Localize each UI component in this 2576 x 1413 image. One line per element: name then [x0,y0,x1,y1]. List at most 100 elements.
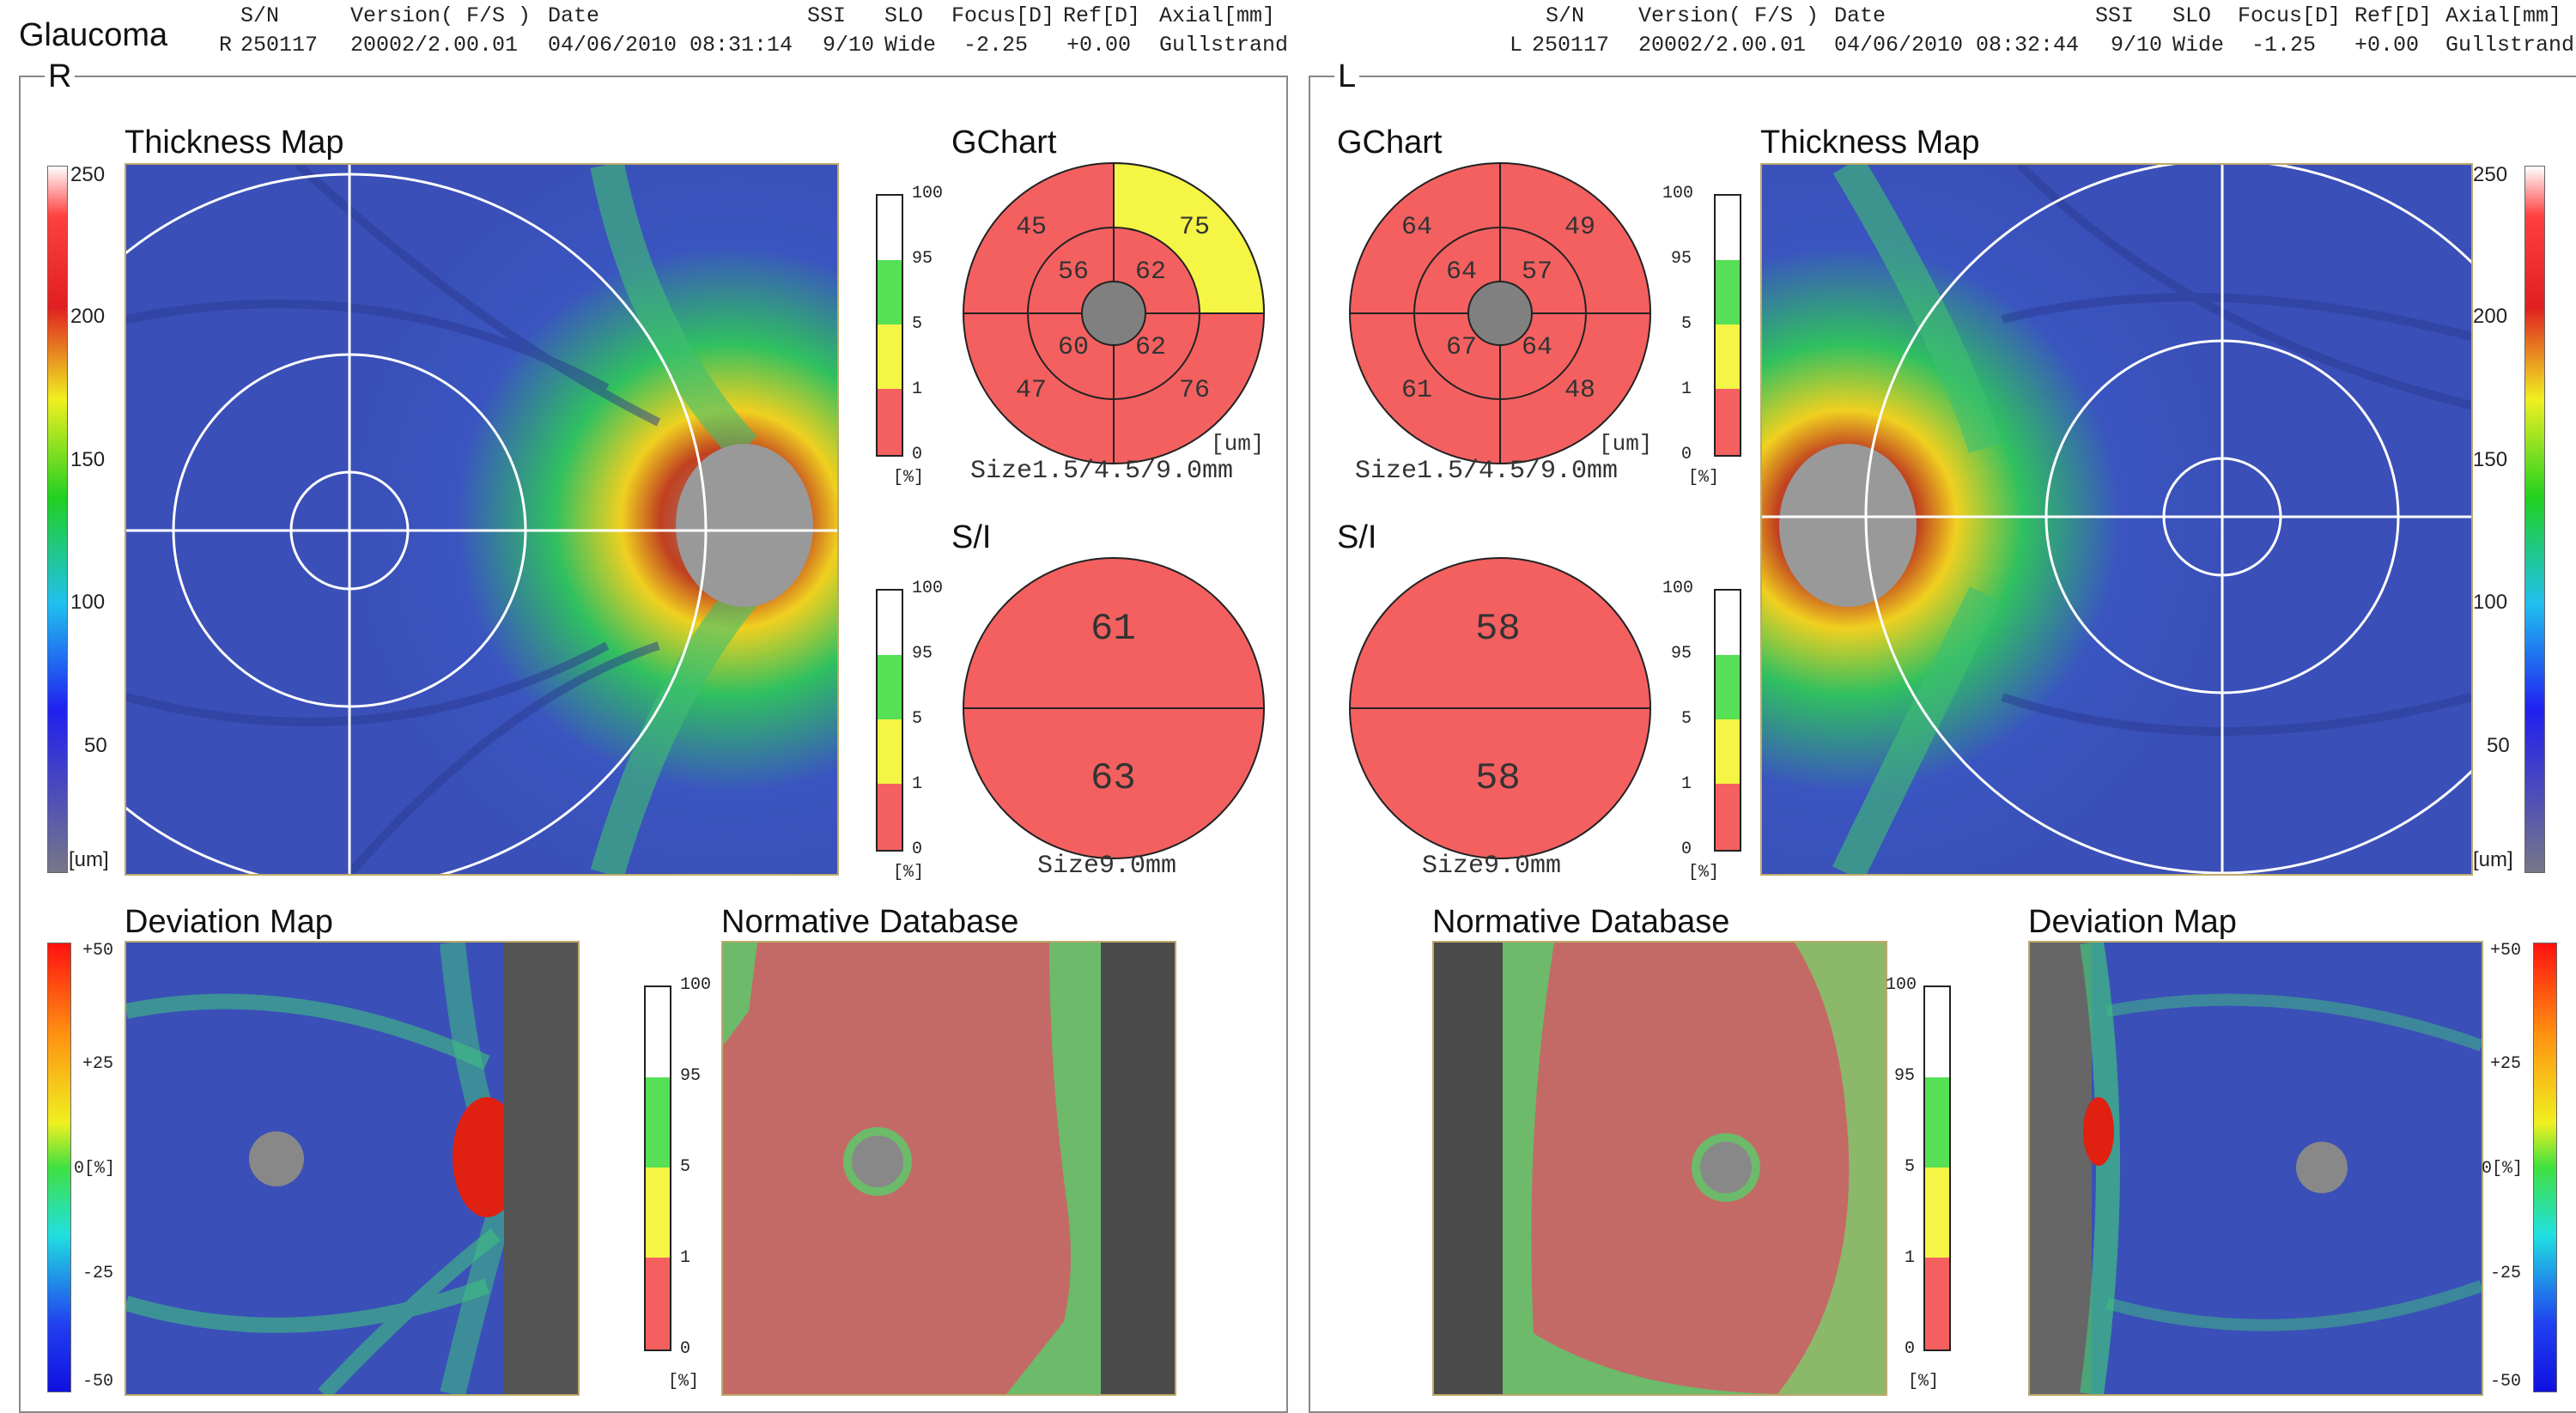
header-axial: Gullstrand [2445,33,2575,58]
gchart-value: 62 [1135,333,1167,362]
gchart-size: Size1.5/4.5/9.0mm [970,457,1234,486]
header-col-date: Date [1834,3,1886,28]
header-col-ssi: SSI [807,3,847,28]
percentile-bar [644,985,671,1351]
deviation-tick: +50 [2490,941,2522,961]
header-sn: 250117 [1532,33,1610,58]
gchart-title: GChart [951,124,1057,161]
percentile-tick: 1 [912,774,923,794]
gchart-value: 61 [1401,376,1433,405]
si-superior: 61 [1091,608,1136,651]
percentile-tick: 1 [1681,774,1692,794]
percentile-bar [876,194,903,457]
header-eye: R [219,33,233,58]
si-title: S/I [951,519,992,555]
percentile-tick: 1 [912,379,923,399]
si-diagram [1349,557,1651,859]
thickness-map-image[interactable] [125,163,839,876]
percentile-tick: 95 [1671,644,1692,664]
thickness-map-image[interactable] [1760,163,2473,876]
percentile-tick: 5 [912,709,923,729]
header-focus: -2.25 [963,33,1029,58]
percentile-unit: [%] [1688,468,1720,488]
gchart-diagram [963,161,1266,464]
gchart-value: 48 [1564,376,1596,405]
gchart-value: 67 [1446,333,1478,362]
thickness-tick: 50 [2487,734,2510,757]
deviation-tick: +50 [82,941,114,961]
percentile-tick: 0 [1681,445,1692,464]
deviation-colorbar [47,943,71,1392]
deviation-map-title: Deviation Map [125,904,333,940]
percentile-tick: 95 [1671,249,1692,269]
percentile-tick: 100 [680,975,712,995]
header-col-sn: S/N [240,3,280,28]
thickness-tick: 200 [70,305,106,328]
thickness-unit: [um] [69,848,109,871]
thickness-map-title: Thickness Map [125,124,344,161]
gchart-unit: [um] [1599,431,1653,457]
si-inferior: 58 [1475,757,1521,800]
percentile-tick: 1 [1681,379,1692,399]
normative-map-image[interactable] [721,941,1176,1396]
deviation-tick: -50 [82,1372,114,1392]
header-col-date: Date [548,3,600,28]
si-superior: 58 [1475,608,1521,651]
percentile-tick: 100 [1886,975,1917,995]
gchart-diagram [1349,162,1651,464]
report-title: Glaucoma [19,17,168,53]
header-col-version: Version( F/S ) [350,3,532,28]
gchart-unit: [um] [1211,431,1265,457]
normative-title: Normative Database [1432,904,1730,940]
deviation-tick: -25 [2490,1264,2522,1283]
header-date: 04/06/2010 08:32:44 [1834,33,2080,58]
percentile-tick: 5 [1681,314,1692,334]
percentile-tick: 5 [680,1157,691,1177]
deviation-tick: -50 [2490,1372,2522,1392]
header-eye: L [1510,33,1523,58]
gchart-value: 56 [1058,258,1090,287]
header-sn: 250117 [240,33,319,58]
header-col-axial: Axial[mm] [1159,3,1276,28]
header-col-axial: Axial[mm] [2445,3,2562,28]
gchart-size: Size1.5/4.5/9.0mm [1355,457,1619,486]
gchart-value: 47 [1016,376,1048,405]
percentile-tick: 0 [1905,1339,1916,1359]
eye-label: R [45,58,76,95]
header-col-ref: Ref[D] [2354,3,2433,28]
percentile-tick: 5 [912,314,923,334]
thickness-map-title: Thickness Map [1760,124,1980,161]
thickness-tick: 100 [70,591,106,614]
deviation-map-image[interactable] [2028,941,2483,1396]
percentile-unit: [%] [1688,863,1720,882]
header-col-slo: SLO [2172,3,2212,28]
header-col-sn: S/N [1546,3,1585,28]
eye-label: L [1334,58,1360,95]
gchart-value: 60 [1058,333,1090,362]
thickness-unit: [um] [2473,848,2513,871]
percentile-unit: [%] [1908,1372,1940,1392]
percentile-unit: [%] [668,1372,700,1392]
si-diagram [963,557,1265,859]
si-inferior: 63 [1091,757,1136,800]
header-version: 20002/2.00.01 [1638,33,1807,58]
header-col-ref: Ref[D] [1063,3,1141,28]
gchart-value: 64 [1446,258,1478,287]
gchart-value: 64 [1401,213,1433,242]
percentile-bar [876,589,903,852]
deviation-map-image[interactable] [125,941,580,1396]
thickness-tick: 100 [2473,591,2508,614]
gchart-value: 62 [1135,258,1167,287]
gchart-value: 64 [1522,333,1553,362]
percentile-tick: 0 [912,840,923,859]
thickness-tick: 250 [2473,163,2508,186]
percentile-tick: 100 [912,579,944,598]
percentile-tick: 1 [1905,1248,1916,1268]
deviation-tick: 0[%] [74,1159,116,1179]
normative-map-image[interactable] [1432,941,1887,1396]
header-focus: -1.25 [2251,33,2317,58]
thickness-colorbar [47,166,68,873]
percentile-unit: [%] [893,863,925,882]
percentile-bar [1923,985,1951,1351]
deviation-tick: +25 [82,1054,114,1074]
